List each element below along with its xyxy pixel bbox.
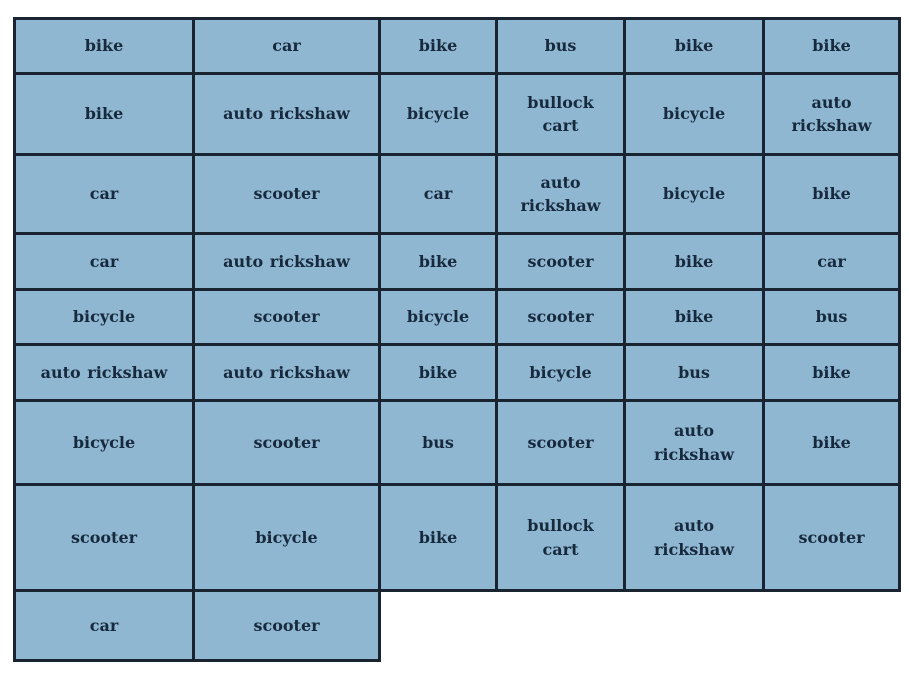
grid-cell: bicycle [192,483,381,592]
grid-cell: bike [623,17,765,75]
grid-cell: scooter [495,288,626,346]
table-row: car scooter car auto rickshaw bicycle bi… [13,153,901,235]
grid-cell: bike [378,232,498,291]
grid-cell: car [192,17,381,75]
grid-cell: auto rickshaw [495,153,626,235]
grid-cell: auto rickshaw [13,343,195,402]
grid-cell: car [13,589,195,662]
grid-cell: scooter [495,399,626,486]
grid-cell: bike [623,288,765,346]
grid-cell: scooter [192,589,381,662]
table-row: car scooter [13,589,900,662]
grid-cell: bike [378,343,498,402]
grid-cell: car [762,232,901,291]
grid-cell: scooter [192,399,381,486]
table-row: bicycle scooter bicycle scooter bike bus [13,288,901,346]
grid-cell: bike [762,343,901,402]
grid-cell: bike [762,17,901,75]
grid-cell: auto rickshaw [623,399,765,486]
vehicle-label-grid: bike car bike bus bike bike bike auto ri… [13,17,901,662]
grid-cell: car [13,232,195,291]
grid-cell: scooter [192,288,381,346]
grid-cell: car [378,153,498,235]
table-row: car auto rickshaw bike scooter bike car [13,232,901,291]
table-row: bike auto rickshaw bicycle bullock cart … [13,72,901,156]
grid-cell: bicycle [495,343,626,402]
grid-cell: bike [13,17,195,75]
grid-cell: bus [378,399,498,486]
grid-cell: auto rickshaw [623,483,765,592]
grid-cell: auto rickshaw [762,72,901,156]
grid-cell: bike [378,483,498,592]
grid-cell: car [13,153,195,235]
table-row: auto rickshaw auto rickshaw bike bicycle… [13,343,901,402]
grid-cell: bicycle [623,72,765,156]
grid-cell: auto rickshaw [192,72,381,156]
grid-cell: bike [378,17,498,75]
grid-cell: bike [13,72,195,156]
grid-cell: bicycle [13,288,195,346]
grid-cell: bike [762,153,901,235]
grid-cell: bicycle [378,288,498,346]
grid-cell: auto rickshaw [192,232,381,291]
grid-cell: bicycle [378,72,498,156]
table-row: scooter bicycle bike bullock cart auto r… [13,483,901,592]
grid-body: bike car bike bus bike bike bike auto ri… [13,17,901,662]
grid-cell: scooter [192,153,381,235]
grid-cell: bike [762,399,901,486]
grid-cell: bus [495,17,626,75]
grid-cell: bullock cart [495,72,626,156]
grid-cell: scooter [762,483,901,592]
table-row: bike car bike bus bike bike [13,17,901,75]
grid-cell: scooter [495,232,626,291]
grid-cell: auto rickshaw [192,343,381,402]
grid-cell: scooter [13,483,195,592]
grid-cell: bicycle [623,153,765,235]
grid-cell: bus [762,288,901,346]
grid-cell: bus [623,343,765,402]
grid-cell: bicycle [13,399,195,486]
grid-cell: bike [623,232,765,291]
table-row: bicycle scooter bus scooter auto ricksha… [13,399,901,486]
grid-cell: bullock cart [495,483,626,592]
